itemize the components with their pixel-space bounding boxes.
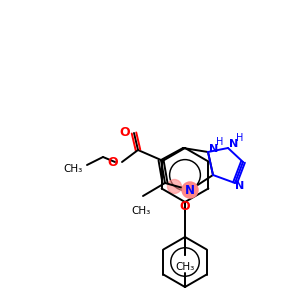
Text: CH₃: CH₃ <box>131 206 151 216</box>
Text: CH₃: CH₃ <box>64 164 83 174</box>
Text: N: N <box>230 139 238 149</box>
Text: O: O <box>119 125 130 139</box>
Text: O: O <box>107 157 118 169</box>
Circle shape <box>167 179 182 194</box>
Text: CH₃: CH₃ <box>176 262 195 272</box>
Text: N: N <box>236 181 244 191</box>
Text: O: O <box>180 200 190 214</box>
Text: H: H <box>236 133 244 143</box>
Text: N: N <box>185 184 195 196</box>
Circle shape <box>182 182 198 198</box>
Text: N: N <box>209 144 219 154</box>
Text: H: H <box>216 137 224 147</box>
